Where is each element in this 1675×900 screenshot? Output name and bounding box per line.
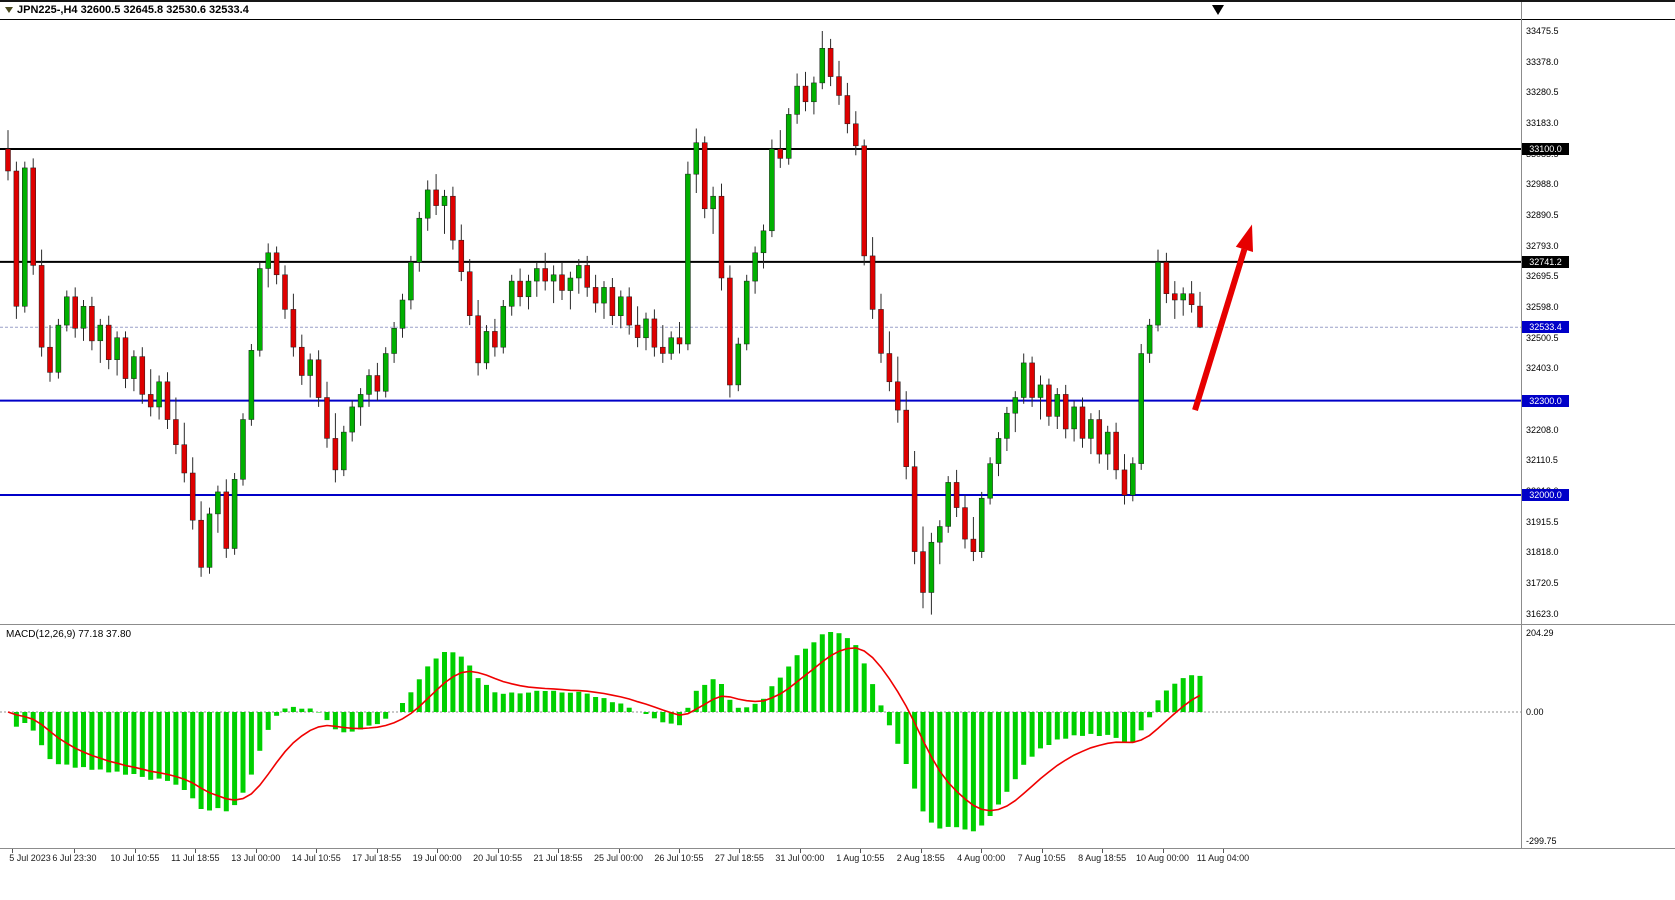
price-tick-label: 32500.5: [1526, 332, 1559, 343]
price-line-badge: 32741.2: [1522, 255, 1569, 268]
price-line-badge: 32300.0: [1522, 394, 1569, 407]
time-tick: [498, 849, 499, 853]
price-tick-label: 32793.0: [1526, 240, 1559, 251]
price-tick-label: 33183.0: [1526, 117, 1559, 128]
time-tick: [1042, 849, 1043, 853]
price-line-badge: 33100.0: [1522, 142, 1569, 155]
time-label: 11 Aug 04:00: [1196, 853, 1250, 863]
time-tick: [195, 849, 196, 853]
time-label: 4 Aug 00:00: [957, 853, 1006, 863]
macd-histogram: [13, 632, 1203, 832]
time-tick: [860, 849, 861, 853]
time-tick: [316, 849, 317, 853]
price-tick-label: 32695.5: [1526, 271, 1559, 282]
time-tick: [437, 849, 438, 853]
time-axis-separator: [0, 848, 1675, 849]
time-tick: [377, 849, 378, 853]
time-tick: [74, 849, 75, 853]
current-price-badge: 32533.4: [1522, 321, 1569, 334]
price-tick-label: 31818.0: [1526, 547, 1559, 558]
time-label: 2 Aug 18:55: [896, 853, 945, 863]
price-tick-label: 33378.0: [1526, 56, 1559, 67]
macd-axis-zero-label: 0.00: [1526, 707, 1544, 717]
time-label: 26 Jul 10:55: [654, 853, 704, 863]
price-tick-label: 33280.5: [1526, 87, 1559, 98]
time-label: 13 Jul 00:00: [231, 853, 281, 863]
symbol-dropdown-icon[interactable]: [5, 7, 13, 13]
price-tick-label: 33475.5: [1526, 25, 1559, 36]
candlestick-chart[interactable]: [0, 20, 1521, 624]
time-tick: [1223, 849, 1224, 853]
macd-axis-min-label: -299.75: [1526, 836, 1557, 846]
time-label: 7 Aug 10:55: [1017, 853, 1066, 863]
time-label: 6 Jul 23:30: [52, 853, 97, 863]
price-line-badge: 32000.0: [1522, 489, 1569, 502]
time-label: 11 Jul 18:55: [171, 853, 220, 863]
time-tick: [135, 849, 136, 853]
trend-arrow-annotation[interactable]: [1192, 224, 1253, 411]
time-tick: [558, 849, 559, 853]
time-label: 8 Aug 18:55: [1078, 853, 1127, 863]
price-tick-label: 32403.0: [1526, 363, 1559, 374]
price-tick-label: 31915.5: [1526, 516, 1559, 527]
time-tick: [619, 849, 620, 853]
price-tick-label: 32988.0: [1526, 179, 1559, 190]
time-label: 25 Jul 00:00: [593, 853, 644, 863]
time-label: 20 Jul 10:55: [473, 853, 523, 863]
price-tick-label: 32208.0: [1526, 424, 1559, 435]
price-tick-label: 31623.0: [1526, 608, 1559, 619]
price-axis-border: [1521, 2, 1522, 848]
chart-title: JPN225-,H4 32600.5 32645.8 32530.6 32533…: [17, 4, 249, 16]
time-tick: [981, 849, 982, 853]
macd-axis-max-label: 204.29: [1526, 628, 1554, 638]
time-tick: [739, 849, 740, 853]
price-tick-label: 32598.0: [1526, 301, 1559, 312]
macd-indicator-chart[interactable]: [0, 626, 1521, 848]
time-label: 1 Aug 10:55: [836, 853, 885, 863]
time-tick: [679, 849, 680, 853]
time-tick: [921, 849, 922, 853]
time-tick: [1163, 849, 1164, 853]
panel-separator[interactable]: [0, 624, 1675, 625]
macd-indicator-label: MACD(12,26,9) 77.18 37.80: [6, 629, 132, 640]
price-tick-label: 32110.5: [1526, 455, 1558, 466]
time-tick: [12, 849, 13, 853]
time-label: 31 Jul 00:00: [775, 853, 825, 863]
time-label: 17 Jul 18:55: [352, 853, 402, 863]
price-tick-label: 31720.5: [1526, 577, 1559, 588]
macd-signal-line: [7, 647, 1201, 812]
chart-shift-marker[interactable]: [1212, 5, 1224, 15]
time-label: 5 Jul 2023: [9, 853, 51, 863]
time-tick: [256, 849, 257, 853]
price-tick-label: 32890.5: [1526, 209, 1559, 220]
time-label: 14 Jul 10:55: [291, 853, 341, 863]
time-label: 10 Aug 00:00: [1136, 853, 1190, 863]
time-label: 27 Jul 18:55: [714, 853, 764, 863]
time-label: 21 Jul 18:55: [533, 853, 583, 863]
candles: [5, 31, 1203, 615]
time-label: 19 Jul 00:00: [412, 853, 462, 863]
time-tick: [800, 849, 801, 853]
time-tick: [1102, 849, 1103, 853]
chart-title-bar: JPN225-,H4 32600.5 32645.8 32530.6 32533…: [0, 2, 1675, 20]
time-label: 10 Jul 10:55: [110, 853, 160, 863]
